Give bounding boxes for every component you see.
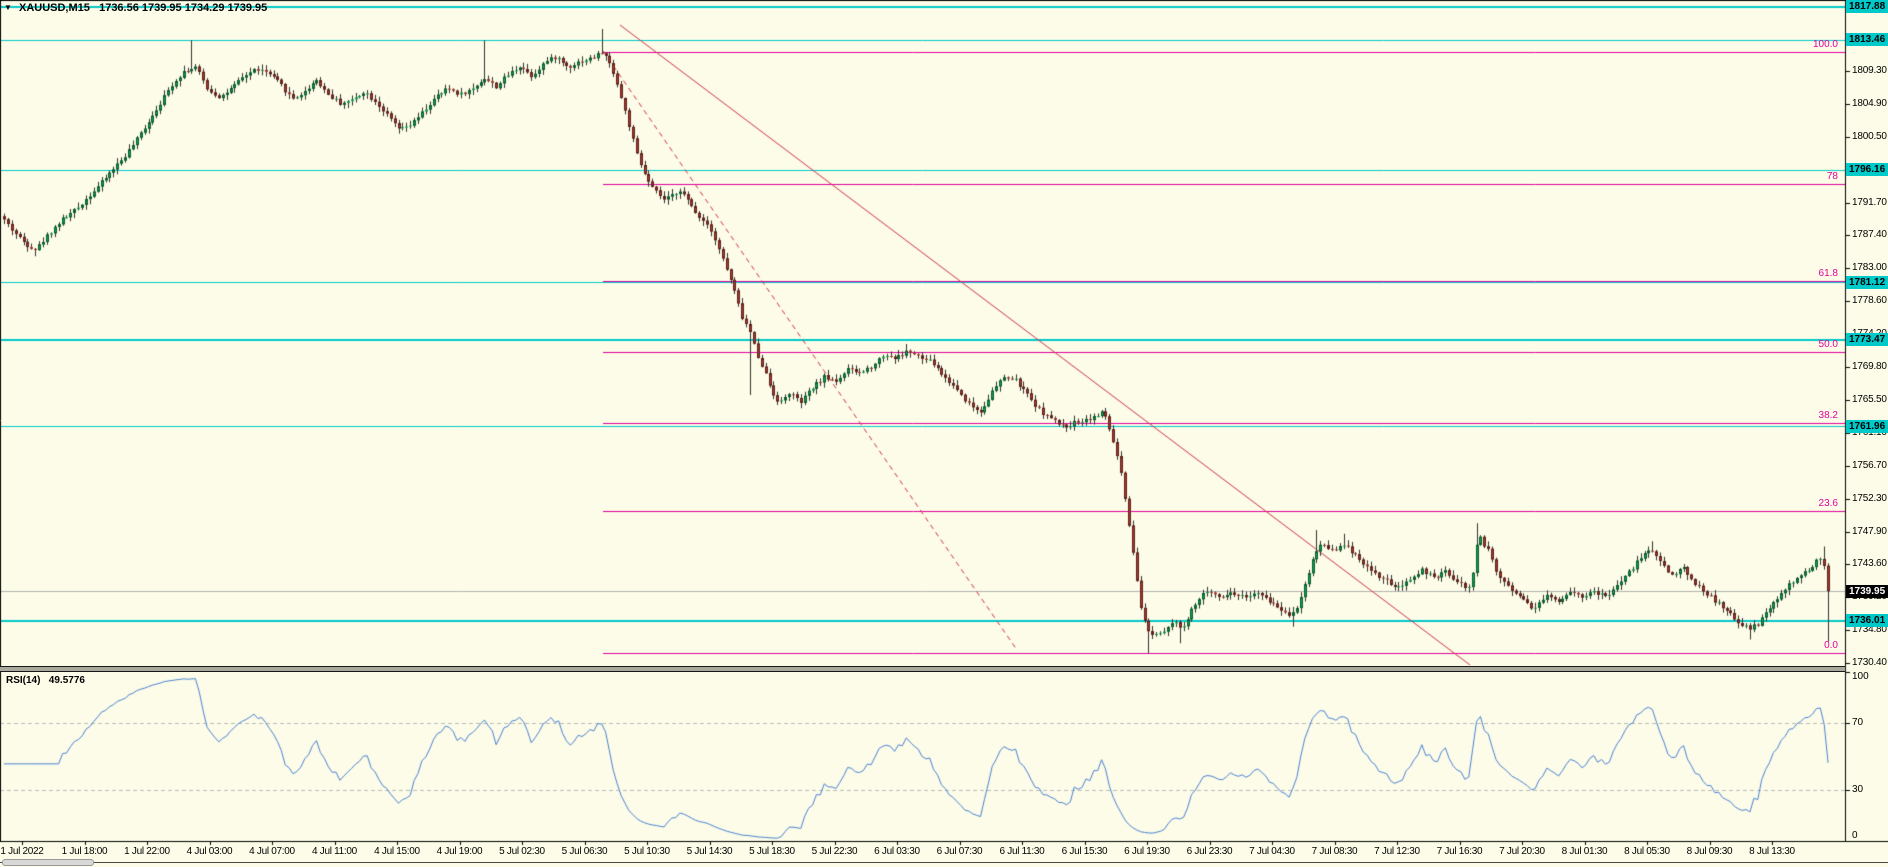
price-tick-label: 1734.80 (1852, 623, 1887, 635)
rsi-scale-label: 70 (1852, 716, 1864, 728)
price-tick-label: 1743.60 (1852, 557, 1887, 569)
fib-level-label: 61.8 (1818, 268, 1838, 280)
time-tick-label: 5 Jul 02:30 (499, 846, 545, 857)
time-tick-label: 6 Jul 15:30 (1061, 846, 1108, 857)
symbol-dropdown-icon[interactable]: ▼ (4, 3, 12, 12)
panel-splitter[interactable] (0, 666, 1845, 672)
time-tick-label: 6 Jul 07:30 (936, 846, 983, 857)
price-tick-label: 1769.80 (1852, 361, 1887, 373)
time-tick-label: 1 Jul 18:00 (61, 846, 108, 857)
price-tick-label: 1791.70 (1852, 197, 1887, 208)
symbol-timeframe-label: XAUUSD,M15 (18, 2, 90, 14)
scrollbar-thumb[interactable] (2, 859, 94, 866)
time-tick-label: 7 Jul 16:30 (1436, 846, 1483, 857)
time-tick-label: 7 Jul 20:30 (1499, 846, 1545, 857)
price-tick-label: 1787.40 (1852, 229, 1887, 241)
time-tick-label: 8 Jul 13:30 (1749, 846, 1795, 857)
time-tick-label: 4 Jul 07:00 (249, 846, 295, 857)
price-tick-label: 1800.50 (1852, 131, 1887, 142)
price-tick-label: 1747.90 (1852, 525, 1887, 537)
time-tick-label: 7 Jul 08:30 (1311, 846, 1358, 857)
fib-level-label: 0.0 (1824, 640, 1838, 651)
time-tick-label: 1 Jul 22:00 (124, 846, 170, 857)
time-tick-label: 7 Jul 04:30 (1249, 846, 1295, 857)
time-tick-label: 4 Jul 11:00 (312, 846, 357, 857)
price-tick-label: 1778.60 (1852, 295, 1887, 307)
rsi-indicator-label: RSI(14) 49.5776 (6, 675, 85, 686)
time-tick-label: 7 Jul 12:30 (1374, 846, 1420, 857)
price-tick-label: 1765.50 (1852, 393, 1887, 405)
time-tick-label: 8 Jul 01:30 (1561, 846, 1608, 857)
quote-ohlc-label: 1736.56 1739.95 1734.29 1739.95 (99, 2, 268, 14)
rsi-scale-label: 100 (1852, 671, 1869, 682)
time-tick-label: 4 Jul 03:00 (186, 846, 233, 857)
time-tick-label: 5 Jul 06:30 (561, 846, 608, 857)
time-tick-label: 5 Jul 22:30 (811, 846, 858, 857)
rsi-value: 49.5776 (48, 675, 85, 686)
price-tick-label: 1752.30 (1852, 492, 1887, 504)
time-tick-label: 6 Jul 03:30 (874, 846, 920, 857)
chart-header: ▼ XAUUSD,M15 1736.56 1739.95 1734.29 173… (4, 2, 267, 14)
price-tick-label: 1756.70 (1852, 459, 1887, 471)
time-tick-label: 1 Jul 2022 (0, 846, 44, 857)
level-price-box: 1773.47 (1846, 333, 1888, 347)
price-tick-label: 1809.30 (1852, 65, 1887, 76)
fib-level-label: 50.0 (1818, 339, 1838, 351)
level-price-box: 1817.88 (1846, 0, 1888, 14)
level-price-box: 1813.46 (1846, 33, 1888, 47)
level-price-box: 1796.16 (1846, 163, 1888, 177)
price-tick-label: 1804.90 (1852, 98, 1887, 109)
time-tick-label: 5 Jul 14:30 (686, 846, 733, 857)
level-price-box: 1781.12 (1846, 275, 1888, 289)
time-tick-label: 4 Jul 19:00 (436, 846, 483, 857)
time-tick-label: 4 Jul 15:00 (374, 846, 420, 857)
fib-level-label: 23.6 (1818, 498, 1838, 510)
rsi-scale-label: 0 (1852, 830, 1858, 841)
fib-level-label: 100.0 (1812, 38, 1838, 50)
time-tick-label: 8 Jul 05:30 (1624, 846, 1670, 857)
time-tick-label: 6 Jul 19:30 (1124, 846, 1170, 857)
price-tick-label: 1730.40 (1852, 656, 1887, 668)
fib-level-label: 78 (1826, 170, 1838, 182)
rsi-scale-label: 30 (1852, 784, 1864, 796)
time-tick-label: 8 Jul 09:30 (1686, 846, 1733, 857)
fib-level-label: 38.2 (1818, 410, 1838, 422)
time-tick-label: 5 Jul 10:30 (624, 846, 670, 857)
current-price-box: 1739.95 (1846, 584, 1888, 598)
time-tick-label: 6 Jul 11:30 (999, 846, 1045, 857)
time-tick-label: 6 Jul 23:30 (1186, 846, 1233, 857)
rsi-name: RSI(14) (6, 675, 41, 686)
horizontal-scrollbar-track[interactable] (0, 862, 1888, 863)
time-tick-label: 5 Jul 18:30 (749, 846, 795, 857)
level-price-box: 1736.01 (1846, 614, 1888, 628)
price-tick-label: 1783.00 (1852, 262, 1887, 274)
level-price-box: 1761.96 (1846, 419, 1888, 433)
